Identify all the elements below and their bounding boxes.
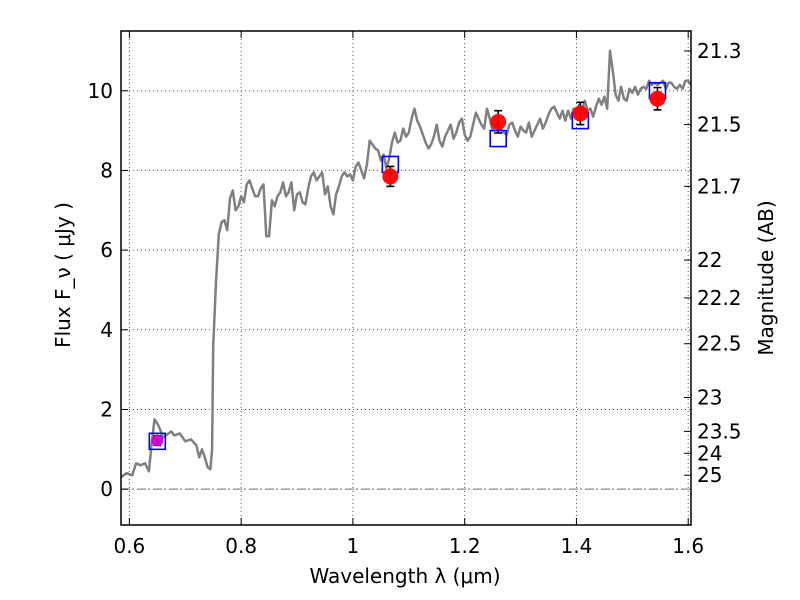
y-tick-label: 2 bbox=[100, 397, 113, 421]
observed-errorbars bbox=[153, 86, 662, 447]
model-spectrum-line bbox=[120, 49, 693, 479]
x-tick-label: 0.8 bbox=[225, 534, 257, 558]
x-tick-label: 1 bbox=[347, 534, 360, 558]
x-tick-label: 1.4 bbox=[561, 534, 593, 558]
model-band-box bbox=[148, 432, 167, 451]
right-tick-label: 23.5 bbox=[697, 419, 742, 443]
observed-points bbox=[151, 90, 666, 447]
y-tick-label: 4 bbox=[100, 318, 113, 342]
right-tick-label: 23 bbox=[697, 386, 722, 410]
right-tick-label: 22.5 bbox=[697, 332, 742, 356]
right-tick-label: 25 bbox=[697, 463, 722, 487]
right-tick-label: 21.3 bbox=[697, 39, 742, 63]
y-tick-label: 6 bbox=[100, 238, 113, 262]
x-tick-label: 0.6 bbox=[113, 534, 145, 558]
right-tick-label: 22 bbox=[697, 248, 722, 272]
y-tick-label: 8 bbox=[100, 158, 113, 182]
y-tick-label: 0 bbox=[100, 477, 113, 501]
observed-flux-point bbox=[382, 168, 399, 185]
right-tick-label: 21.5 bbox=[697, 113, 742, 137]
observed-flux-point bbox=[572, 105, 589, 122]
observed-flux-point bbox=[490, 113, 507, 130]
right-tick-label: 22.2 bbox=[697, 286, 742, 310]
y-tick-label: 10 bbox=[88, 79, 113, 103]
axis-ticks: 0.6 0.8 1 1.2 1.4 1.6024681021.321.521.72222.… bbox=[88, 31, 742, 558]
x-axis-label: Wavelength λ (μm) bbox=[309, 564, 500, 588]
right-tick-label: 21.7 bbox=[697, 174, 742, 198]
plot-frame bbox=[120, 30, 692, 526]
right-axis-label: Magnitude (AB) bbox=[754, 200, 778, 355]
model-band-boxes bbox=[148, 81, 667, 451]
y-axis-label: Flux F_ν ( μJy ) bbox=[51, 202, 75, 348]
observed-flux-point bbox=[151, 434, 164, 447]
x-tick-label: 1.2 bbox=[449, 534, 481, 558]
x-tick-label: 1.6 bbox=[672, 534, 704, 558]
observed-flux-point bbox=[649, 90, 666, 107]
right-tick-label: 24 bbox=[697, 441, 722, 465]
